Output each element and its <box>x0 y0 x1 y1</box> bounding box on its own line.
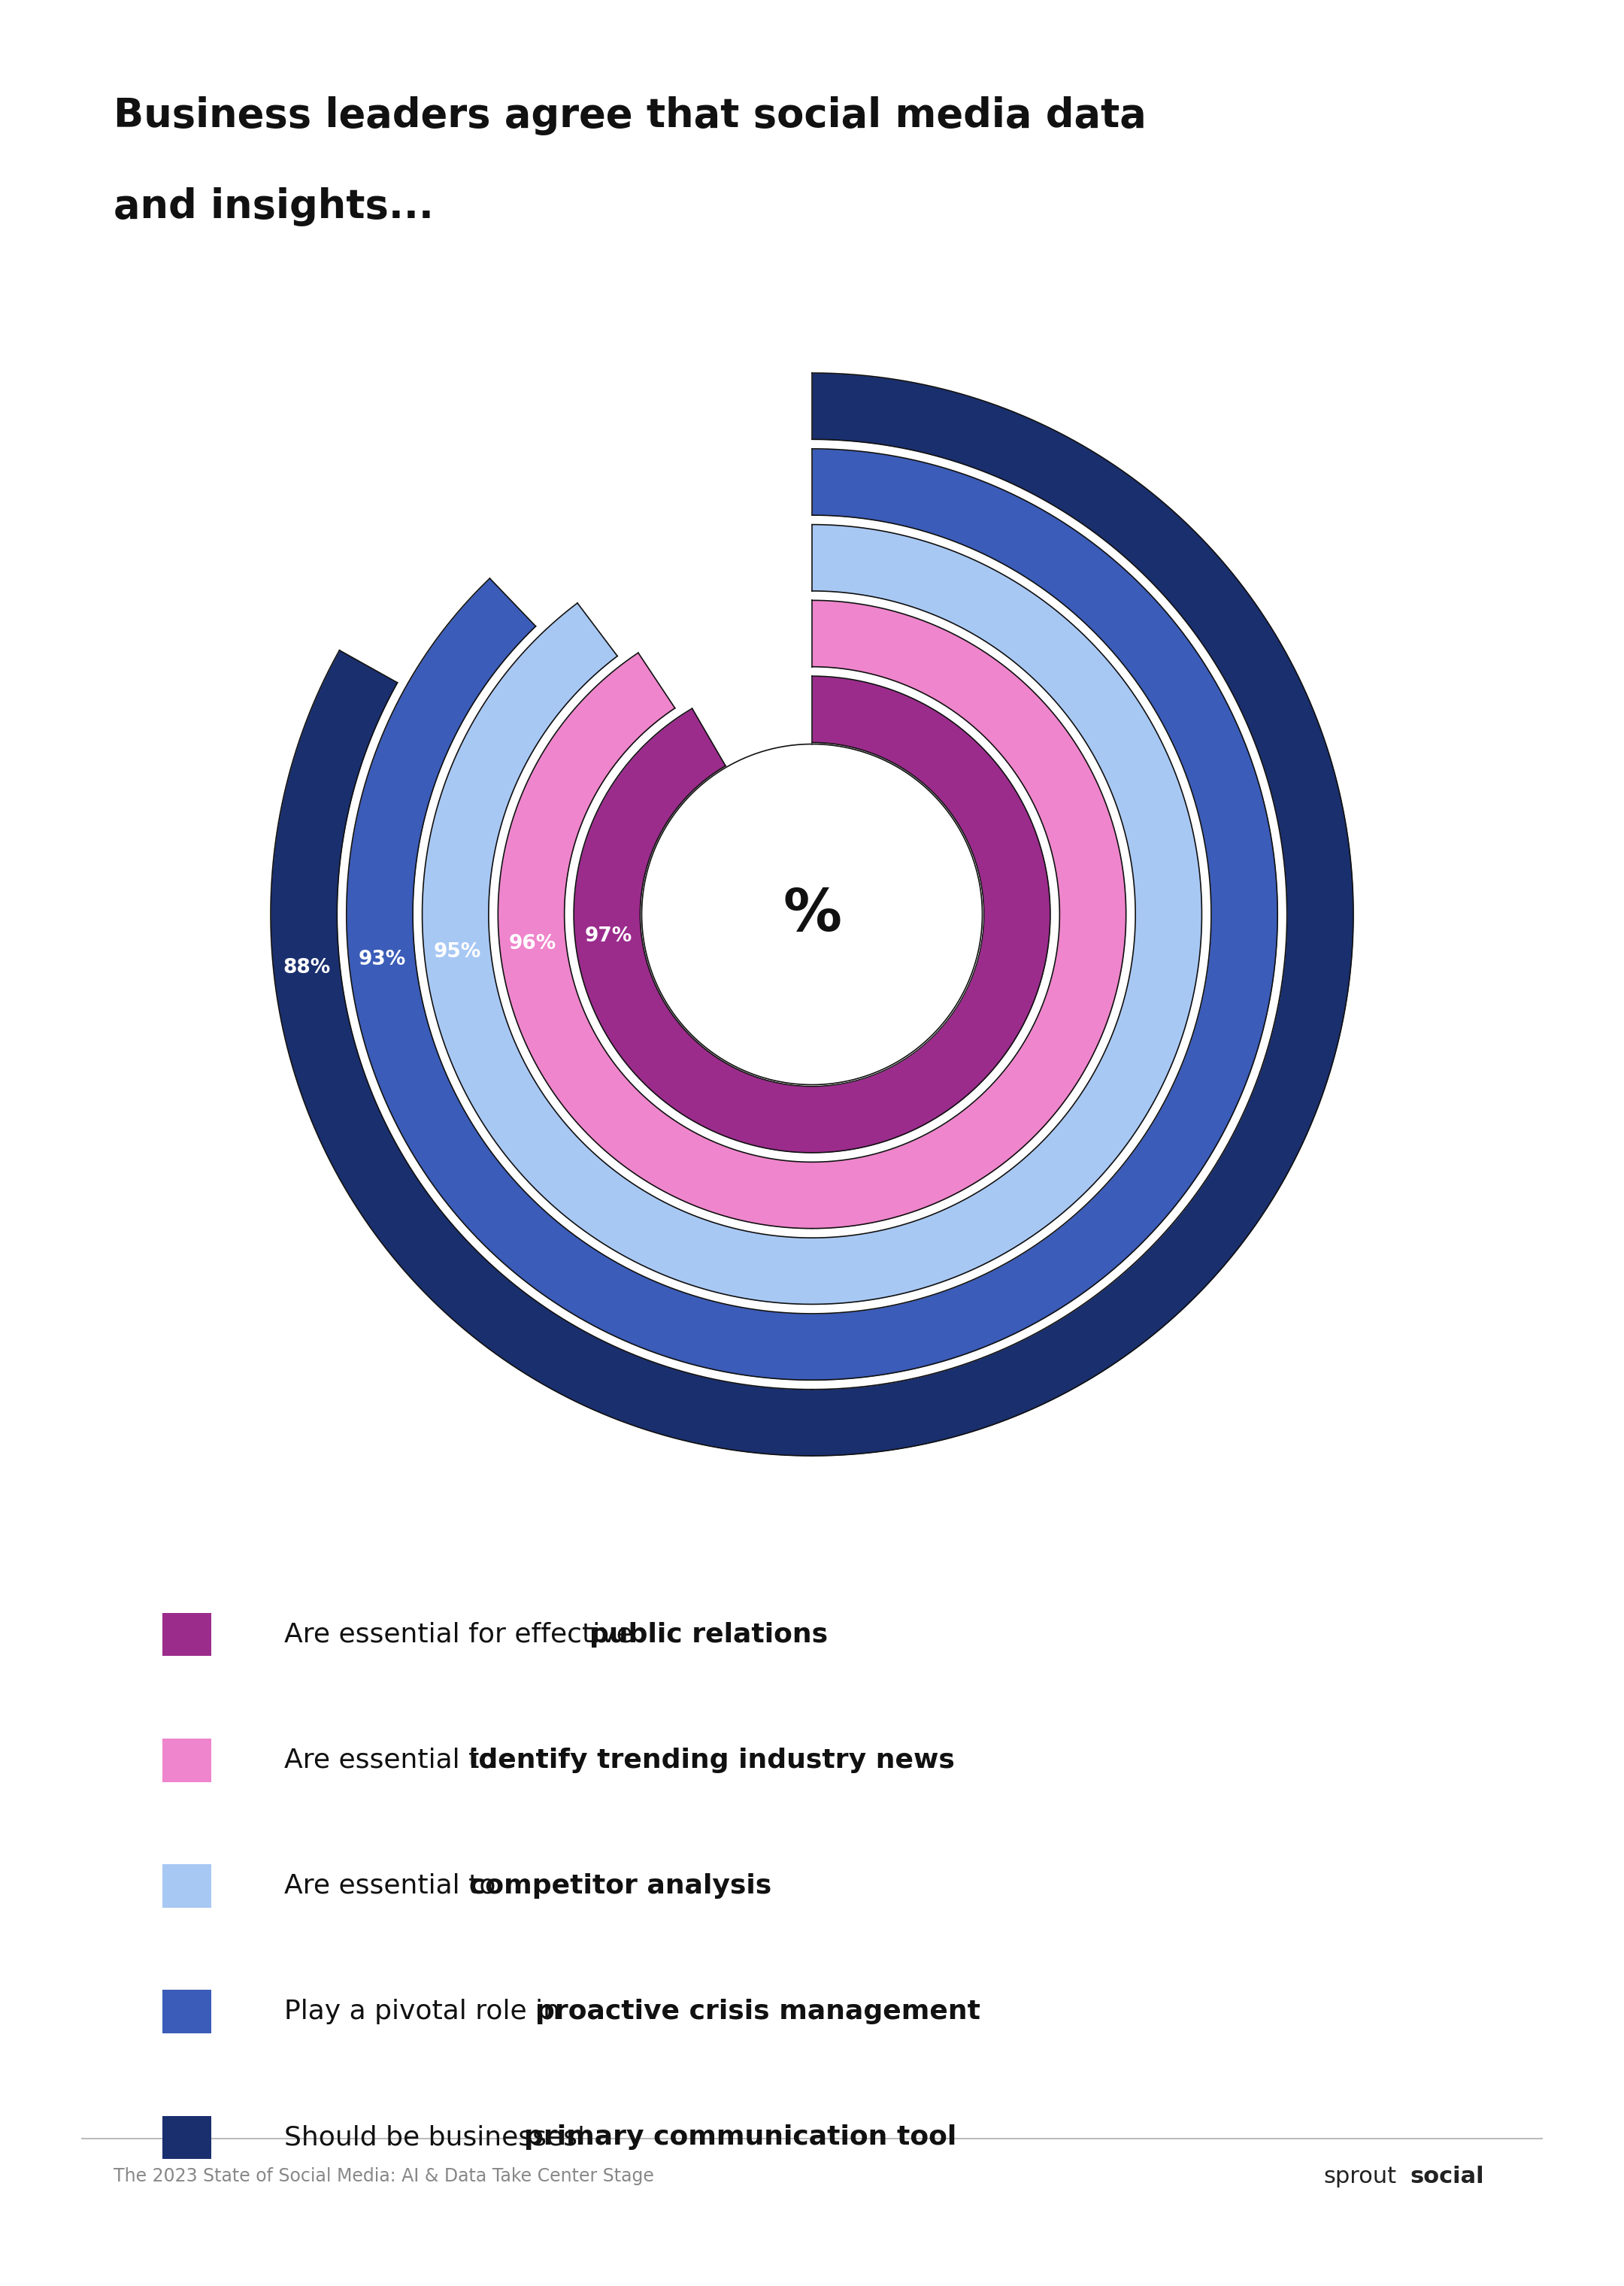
Text: Business leaders agree that social media data: Business leaders agree that social media… <box>114 96 1147 135</box>
Text: 93%: 93% <box>359 949 406 969</box>
Text: identify trending industry news: identify trending industry news <box>469 1747 955 1774</box>
Text: proactive crisis management: proactive crisis management <box>534 1998 979 2025</box>
Text: Play a pivotal role in: Play a pivotal role in <box>284 1998 568 2025</box>
Text: social: social <box>1410 2165 1484 2188</box>
Text: Are essential for effective: Are essential for effective <box>284 1621 641 1648</box>
Text: 95%: 95% <box>434 942 481 962</box>
Text: The 2023 State of Social Media: AI & Data Take Center Stage: The 2023 State of Social Media: AI & Dat… <box>114 2167 654 2185</box>
Text: 88%: 88% <box>283 958 330 978</box>
Text: primary communication tool: primary communication tool <box>525 2124 957 2151</box>
Text: Are essential to: Are essential to <box>284 1747 505 1774</box>
Text: Should be businesses': Should be businesses' <box>284 2124 594 2151</box>
Text: and insights...: and insights... <box>114 187 434 226</box>
Text: 96%: 96% <box>508 935 557 953</box>
Text: 97%: 97% <box>585 926 632 946</box>
Text: public relations: public relations <box>590 1621 828 1648</box>
Text: Are essential to: Are essential to <box>284 1872 505 1900</box>
Text: sprout: sprout <box>1324 2165 1397 2188</box>
Text: %: % <box>783 887 841 944</box>
Text: competitor analysis: competitor analysis <box>469 1872 771 1900</box>
